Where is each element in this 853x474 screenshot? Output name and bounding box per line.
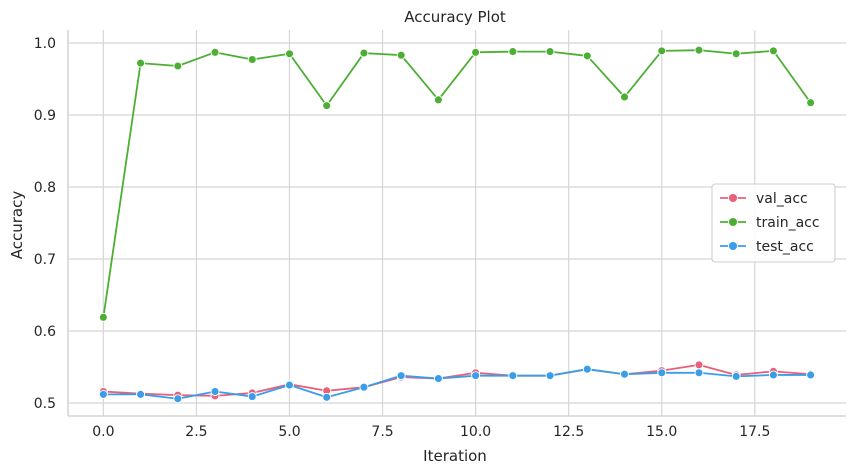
data-point [582, 364, 592, 374]
data-point [247, 392, 257, 402]
x-tick-label: 5.0 [278, 424, 300, 440]
data-point [508, 47, 518, 57]
x-tick-label: 7.5 [371, 424, 393, 440]
legend-label: test_acc [756, 239, 814, 255]
data-point [396, 371, 406, 381]
chart-title: Accuracy Plot [404, 8, 506, 26]
x-tick-label: 10.0 [460, 424, 491, 440]
legend-label: train_acc [756, 215, 820, 231]
legend: val_acc train_acc test_acc [711, 183, 836, 263]
series-train_acc [98, 45, 816, 322]
series-line [102, 49, 812, 318]
y-tick-label: 0.6 [34, 324, 56, 340]
data-point [731, 49, 741, 59]
series-line [103, 368, 811, 400]
data-point [285, 380, 294, 390]
legend-box [711, 183, 836, 263]
y-axis-title: Accuracy [8, 191, 26, 260]
data-point [806, 370, 816, 380]
series-lines [98, 45, 816, 404]
data-point [359, 48, 369, 58]
data-point [247, 55, 257, 64]
data-point [471, 47, 481, 57]
data-point [396, 50, 406, 60]
data-point [582, 51, 592, 61]
data-point [806, 98, 816, 108]
data-point [471, 371, 481, 381]
data-point [657, 46, 667, 56]
series-test_acc [98, 364, 816, 404]
grid-lines [68, 30, 846, 416]
x-tick-label: 15.0 [646, 424, 677, 440]
data-point [620, 369, 629, 379]
y-tick-label: 1.0 [34, 36, 56, 52]
data-point [731, 371, 741, 381]
legend-swatch-marker [728, 193, 738, 203]
x-tick-label: 2.5 [185, 424, 207, 440]
data-point [173, 394, 183, 404]
data-point [98, 389, 108, 399]
data-point [173, 61, 183, 71]
data-point [545, 371, 555, 381]
series-line [103, 363, 811, 397]
data-point [508, 371, 518, 381]
data-point [694, 45, 704, 55]
data-point [620, 92, 629, 102]
data-point [433, 374, 443, 384]
data-point [433, 95, 443, 105]
data-point [359, 382, 369, 392]
data-point [136, 389, 146, 399]
legend-swatch-marker [728, 241, 738, 251]
data-point [285, 49, 294, 59]
data-point [657, 368, 667, 378]
data-point [768, 370, 778, 380]
data-point [98, 312, 108, 322]
x-tick-label: 0.0 [92, 424, 114, 440]
x-tick-label: 12.5 [553, 424, 584, 440]
axes [67, 30, 846, 417]
legend-item-val_acc: val_acc [720, 191, 808, 207]
data-point [210, 47, 220, 57]
data-point [545, 47, 555, 57]
y-tick-label: 0.9 [34, 108, 56, 124]
data-point [136, 58, 146, 68]
y-tick-label: 0.8 [34, 180, 56, 196]
data-point [694, 360, 704, 370]
legend-item-test_acc: test_acc [720, 239, 814, 255]
data-point [322, 101, 332, 111]
data-point [768, 46, 778, 56]
y-tick-label: 0.7 [34, 252, 56, 268]
x-axis-title: Iteration [423, 447, 487, 465]
data-point [210, 387, 220, 396]
legend-label: val_acc [756, 191, 808, 207]
data-point [322, 392, 332, 402]
x-tick-label: 17.5 [739, 424, 770, 440]
tick-labels: 0.0 2.5 5.0 7.5 10.0 12.5 15.0 17.5 0.5 0.6 0.7 0.8… [34, 36, 771, 440]
legend-item-train_acc: train_acc [720, 215, 820, 231]
legend-swatch-marker [728, 217, 738, 227]
y-tick-label: 0.5 [34, 396, 56, 412]
data-point [694, 368, 704, 378]
